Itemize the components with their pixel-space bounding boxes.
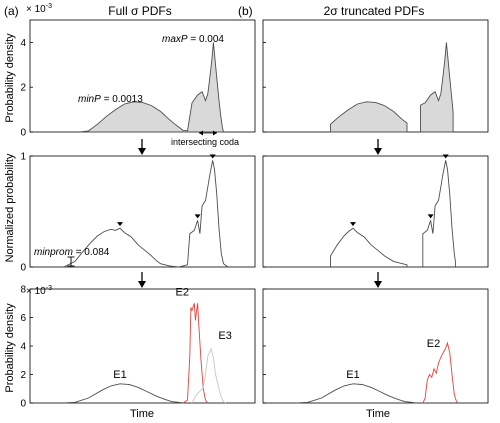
column-title-right: 2σ truncated PDFs xyxy=(324,4,425,18)
axes-frame-a3 xyxy=(29,288,256,404)
annotation-coda: intersecting coda xyxy=(171,137,239,147)
line-series-a3-E3 xyxy=(191,347,227,404)
annotation-maxP: maxP = 0.004 xyxy=(162,34,224,45)
axes-frame-b3 xyxy=(262,288,489,404)
panel-a2: 01 xyxy=(20,152,256,274)
column-title-left: Full σ PDFs xyxy=(108,4,171,18)
line-series-a3-E1 xyxy=(63,383,184,404)
peak-marker-a2-0 xyxy=(117,222,123,227)
line-series-b3-E1 xyxy=(296,383,417,404)
event-label-a3-E1: E1 xyxy=(113,369,126,381)
area-series-a1-0 xyxy=(79,42,225,133)
panel-letter-b: (b) xyxy=(238,4,253,18)
annotation-minprom: minprom = 0.084 xyxy=(34,247,110,258)
down-arrow-right-1 xyxy=(374,139,382,155)
event-label-a3-E3: E3 xyxy=(218,330,231,342)
peak-marker-a2-2 xyxy=(209,154,216,159)
panel-b3: E1 E2 xyxy=(262,288,489,404)
axes-frame-a2 xyxy=(29,155,256,268)
panel-letter-a: (a) xyxy=(4,4,19,18)
peak-marker-a2-1 xyxy=(194,214,201,219)
y-tick-label-a2-0: 0 xyxy=(20,263,26,274)
ylabel-a2: Normalized probability xyxy=(4,153,16,262)
xlabel-b3: Time xyxy=(366,408,390,420)
y-tick-label-a2-1: 1 xyxy=(20,152,26,163)
annotation-minP: minP = 0.0013 xyxy=(78,94,143,105)
ylabel-a1: Probability density xyxy=(4,33,16,123)
panel-a1: 0 2 4 xyxy=(20,19,256,139)
y-tick-label-a1-2: 2 xyxy=(20,83,26,94)
y-tick-label-a3-2: 2 xyxy=(20,370,26,381)
coda-arrowhead-left xyxy=(199,130,203,136)
line-series-b2-1 xyxy=(422,160,456,267)
line-series-b2-0 xyxy=(330,227,408,267)
peak-marker-b2-2 xyxy=(442,154,449,159)
event-label-b3-E2: E2 xyxy=(427,338,440,350)
axes-frame-b2 xyxy=(262,155,489,268)
exponent-a3: × 10-3 xyxy=(26,285,52,297)
down-arrow-left-1 xyxy=(138,139,146,155)
area-series-b1-0 xyxy=(330,101,408,133)
down-arrow-left-2 xyxy=(138,272,146,288)
line-series-b3-E2 xyxy=(422,341,458,404)
ylabel-a3: Probability density xyxy=(4,303,16,393)
y-tick-label-a3-8: 8 xyxy=(20,285,26,296)
event-label-b3-E1: E1 xyxy=(346,369,359,381)
y-tick-label-a3-4: 4 xyxy=(20,342,26,353)
exponent-a1: × 10-3 xyxy=(26,3,52,15)
panel-b2 xyxy=(262,154,489,268)
panel-b1 xyxy=(262,19,489,133)
y-tick-label-a1-0: 0 xyxy=(20,128,26,139)
y-tick-label-a3-6: 6 xyxy=(20,313,26,324)
y-tick-label-a1-4: 4 xyxy=(20,38,26,49)
line-series-a2-0 xyxy=(63,160,229,268)
xlabel-a3: Time xyxy=(130,408,154,420)
peak-marker-b2-0 xyxy=(350,222,356,227)
panel-a3: 0 2 4 6 8 E1 E2 E3 xyxy=(20,285,256,410)
event-label-a3-E2: E2 xyxy=(176,286,189,298)
coda-arrowhead-right xyxy=(213,130,217,136)
down-arrow-right-2 xyxy=(374,272,382,288)
y-tick-label-a3-0: 0 xyxy=(20,399,26,410)
peak-marker-b2-1 xyxy=(427,214,434,219)
minprom-bracket xyxy=(67,256,75,267)
area-series-b1-1 xyxy=(420,42,454,133)
line-series-a3-E2 xyxy=(182,303,209,404)
